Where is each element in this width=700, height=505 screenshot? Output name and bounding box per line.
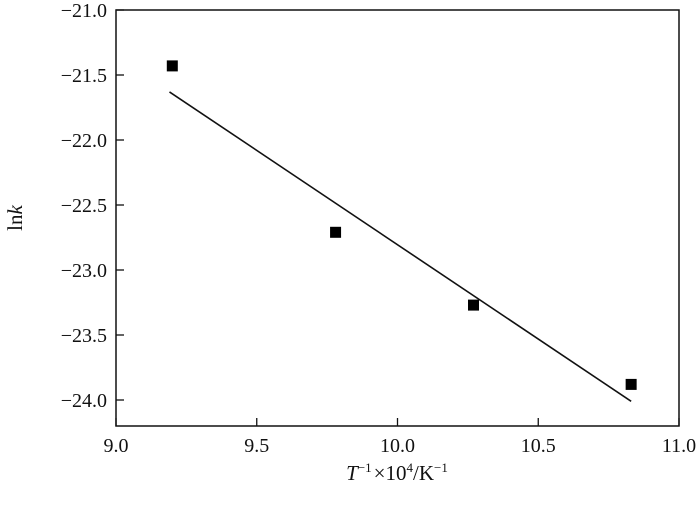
y-tick-label: −21.0 xyxy=(61,0,107,22)
fit-line xyxy=(169,91,632,402)
y-axis-label: lnk xyxy=(3,204,27,230)
data-point xyxy=(330,226,342,238)
x-axis-label: T−1×104/K−1 xyxy=(346,460,448,485)
data-point xyxy=(468,299,480,311)
data-point xyxy=(166,60,178,72)
x-axis-ticks: 9.0 9.5 10.0 10.5 11.0 xyxy=(104,418,696,457)
y-tick-label: −22.0 xyxy=(61,130,107,152)
y-tick-label: −21.5 xyxy=(61,65,107,87)
y-tick-label: −23.5 xyxy=(61,325,107,347)
x-tick-label: 9.5 xyxy=(244,435,269,457)
y-tick-label: −23.0 xyxy=(61,260,107,282)
plot-frame xyxy=(115,9,680,427)
x-tick-label: 10.0 xyxy=(380,435,415,457)
y-tick-label: −22.5 xyxy=(61,195,107,217)
x-tick-label: 11.0 xyxy=(662,435,696,457)
y-axis-ticks: −21.0 −21.5 −22.0 −22.5 −23.0 −23.5 −24.0 xyxy=(61,0,124,412)
y-tick-label: −24.0 xyxy=(61,390,107,412)
x-tick-label: 10.5 xyxy=(521,435,556,457)
data-point xyxy=(625,378,637,390)
x-tick-label: 9.0 xyxy=(104,435,129,457)
data-points xyxy=(166,60,637,390)
